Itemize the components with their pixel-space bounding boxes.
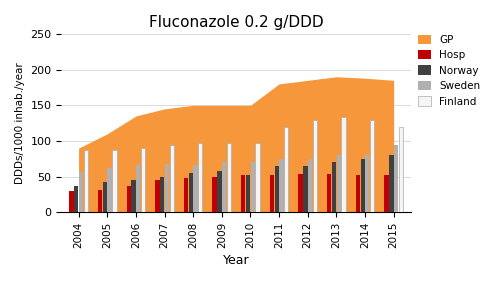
Bar [108, 168, 112, 212]
Bar [222, 162, 226, 212]
Legend: GP, Hosp, Norway, Sweden, Finland: GP, Hosp, Norway, Sweden, Finland [414, 30, 484, 111]
X-axis label: Year: Year [223, 254, 250, 267]
Bar [198, 143, 202, 212]
Bar [70, 191, 73, 212]
Bar [394, 145, 398, 212]
Bar [398, 127, 403, 212]
Bar [155, 180, 160, 212]
Bar [241, 175, 246, 212]
Bar [284, 127, 288, 212]
Bar [170, 145, 174, 212]
Bar [308, 159, 312, 212]
Bar [256, 143, 260, 212]
Bar [384, 175, 388, 212]
Bar [160, 177, 164, 212]
Bar [103, 182, 107, 212]
Bar [332, 162, 336, 212]
Bar [246, 175, 250, 212]
Bar [194, 164, 198, 212]
Bar [336, 155, 341, 212]
Bar [98, 190, 102, 212]
Bar [218, 171, 222, 212]
Bar [370, 120, 374, 212]
Bar [126, 186, 131, 212]
Bar [360, 159, 365, 212]
Bar [327, 174, 332, 212]
Bar [270, 175, 274, 212]
Y-axis label: DDDs/1000 inhab./year: DDDs/1000 inhab./year [15, 62, 25, 184]
Bar [74, 186, 78, 212]
Title: Fluconazole 0.2 g/DDD: Fluconazole 0.2 g/DDD [149, 15, 324, 30]
Bar [184, 178, 188, 212]
Bar [312, 120, 317, 212]
Bar [212, 177, 217, 212]
Bar [356, 175, 360, 212]
Bar [132, 180, 136, 212]
Bar [365, 155, 370, 212]
Bar [227, 143, 231, 212]
Bar [136, 165, 140, 212]
Bar [141, 148, 145, 212]
Bar [84, 149, 88, 212]
Bar [389, 155, 394, 212]
Bar [250, 162, 255, 212]
Bar [304, 166, 308, 212]
Bar [78, 172, 83, 212]
Bar [298, 174, 302, 212]
Bar [112, 150, 116, 212]
Bar [188, 173, 193, 212]
Bar [342, 117, 345, 212]
Bar [164, 164, 169, 212]
Bar [279, 159, 283, 212]
Bar [274, 166, 279, 212]
